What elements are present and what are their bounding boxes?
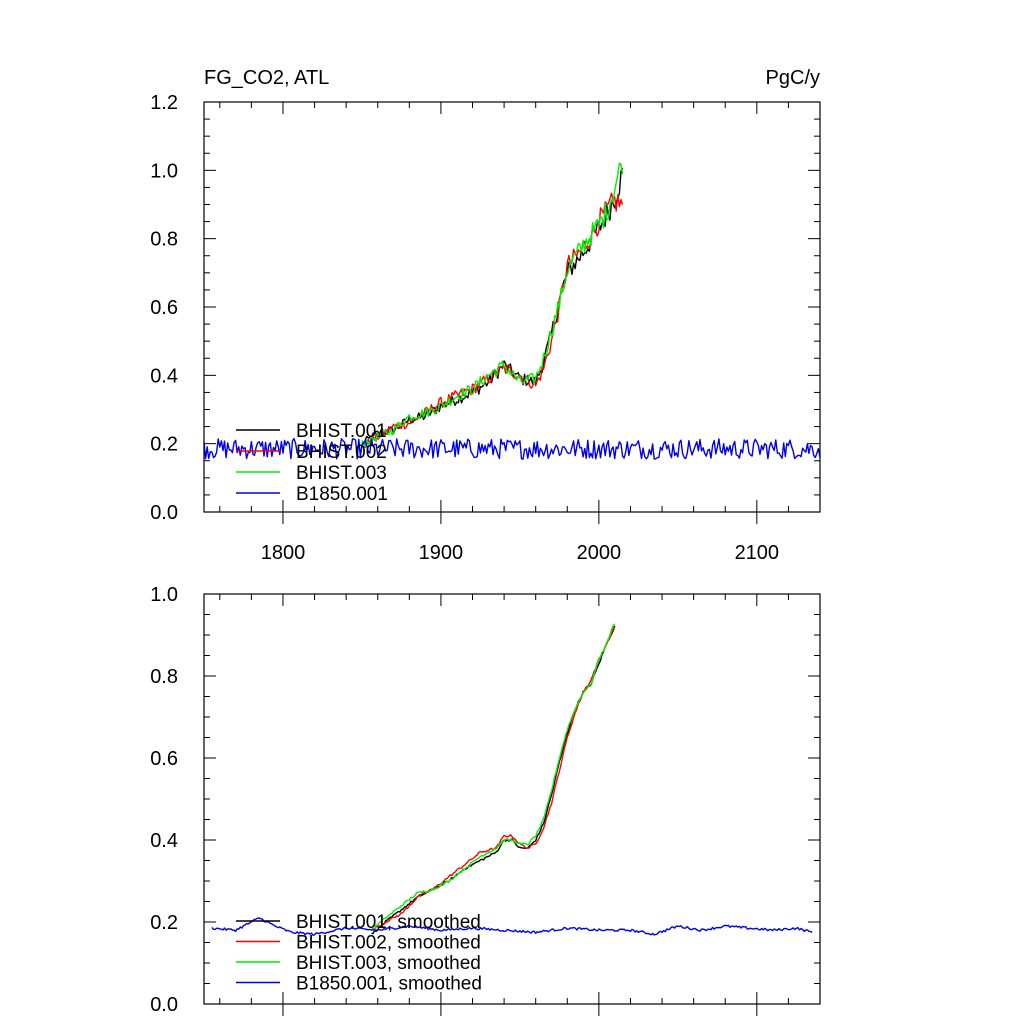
x-tick-label: 1800 — [261, 542, 306, 564]
y-tick-label: 0.0 — [150, 502, 178, 524]
y-tick-label: 0.2 — [150, 434, 178, 456]
y-tick-label: 1.0 — [150, 160, 178, 182]
series-line-0 — [371, 625, 616, 935]
legend-label: BHIST.003, smoothed — [296, 953, 481, 974]
y-tick-label: 0.2 — [150, 912, 178, 934]
legend-label: BHIST.002, smoothed — [296, 933, 481, 954]
bottom-panel: 0.00.20.40.60.81.0 BHIST.001, smoothedBH… — [150, 584, 821, 1016]
y-tick-label: 0.8 — [150, 666, 178, 688]
series-line-1 — [370, 626, 616, 931]
legend-label: BHIST.001 — [296, 421, 387, 442]
legend-label: B1850.001, smoothed — [296, 974, 482, 995]
legend-label: BHIST.003 — [296, 463, 387, 484]
series-line-2 — [370, 623, 616, 931]
y-tick-label: 0.4 — [150, 365, 178, 387]
series-line-2 — [361, 162, 624, 447]
series-line-0 — [361, 167, 624, 445]
series-line-3 — [211, 917, 813, 936]
y-tick-label: 0.4 — [150, 830, 178, 852]
x-tick-label: 2100 — [735, 542, 780, 564]
y-tick-label: 0.6 — [150, 297, 178, 319]
legend-label: BHIST.001, smoothed — [296, 912, 481, 933]
legend-label: BHIST.002 — [296, 442, 387, 463]
top-panel: FG_CO2, ATL PgC/y 0.00.20.40.60.81.01.2 … — [150, 67, 821, 564]
top-panel-units: PgC/y — [766, 67, 820, 89]
x-tick-label: 2000 — [577, 542, 622, 564]
series-line-3 — [203, 437, 821, 460]
y-tick-label: 0.6 — [150, 748, 178, 770]
y-tick-label: 1.0 — [150, 584, 178, 606]
x-tick-label: 1900 — [419, 542, 464, 564]
y-tick-label: 0.0 — [150, 994, 178, 1016]
y-tick-label: 0.8 — [150, 229, 178, 251]
top-panel-title: FG_CO2, ATL — [204, 67, 329, 89]
y-tick-label: 1.2 — [150, 92, 178, 114]
series-line-1 — [361, 192, 624, 448]
legend-label: B1850.001 — [296, 484, 388, 505]
